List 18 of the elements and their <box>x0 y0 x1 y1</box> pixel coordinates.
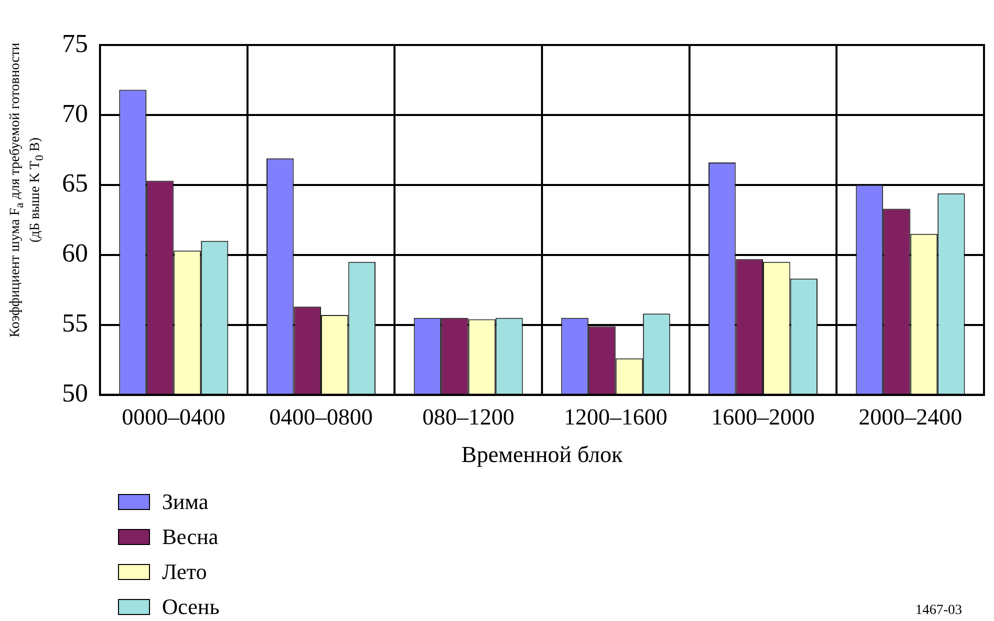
x-tick-label: 2000–2400 <box>858 404 962 430</box>
x-tick-label: 080–1200 <box>422 404 514 430</box>
legend-label: Зима <box>162 488 208 514</box>
y-tick-label: 65 <box>62 168 88 198</box>
y-tick-label: 55 <box>62 308 88 338</box>
x-axis-title: Временной блок <box>461 442 624 468</box>
legend-label: Весна <box>162 524 218 550</box>
legend-label: Осень <box>162 594 220 620</box>
legend-label: Лето <box>162 558 207 584</box>
x-tick-label: 0400–0800 <box>269 404 373 430</box>
x-tick-label: 1200–1600 <box>564 404 668 430</box>
y-tick-label: 70 <box>62 98 88 128</box>
y-tick-label: 50 <box>62 378 88 408</box>
x-tick-label: 1600–2000 <box>711 404 815 430</box>
y-tick-label: 60 <box>62 238 88 268</box>
x-tick-label: 0000–0400 <box>122 404 226 430</box>
text: 1467-03 <box>915 603 962 619</box>
y-tick-label: 75 <box>62 28 88 58</box>
